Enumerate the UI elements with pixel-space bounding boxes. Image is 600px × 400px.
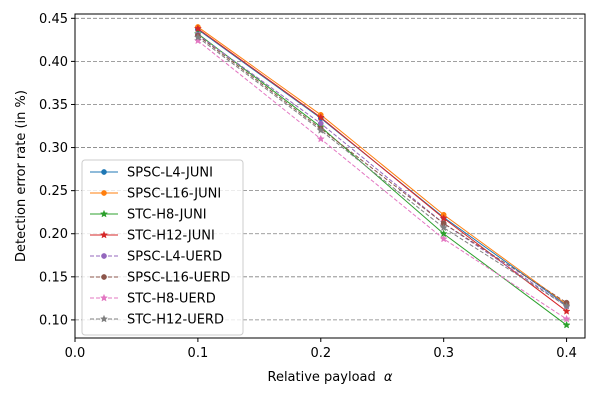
data-point-4-1 xyxy=(317,120,324,127)
legend: SPSC-L4-JUNI SPSC-L16-JUNI STC-H8-JUNI STC-… xyxy=(81,159,244,336)
legend-swatch-marker xyxy=(99,293,109,302)
series-stc-h8-juni xyxy=(193,29,571,329)
data-point-7-0 xyxy=(193,33,202,41)
data-point-7-3 xyxy=(562,301,571,310)
data-point-2-3 xyxy=(562,320,571,329)
data-point-6-3 xyxy=(562,314,571,323)
plot-frame xyxy=(74,13,586,339)
y-tick-label-5: 0.35 xyxy=(39,98,68,113)
x-axis-label-text: Relative payload xyxy=(268,370,376,385)
y-axis-ticks: 0.10 0.15 0.20 0.25 0.30 0.35 0.40 0.45 xyxy=(39,12,75,328)
legend-item: SPSC-L4-JUNI xyxy=(90,166,213,181)
y-tick-label-6: 0.40 xyxy=(39,55,68,70)
x-axis-ticks: 0.0 0.1 0.2 0.3 0.4 xyxy=(65,338,577,361)
series-line-1 xyxy=(197,26,567,305)
legend-item: STC-H8-UERD xyxy=(90,292,216,307)
legend-swatch-marker xyxy=(101,274,107,280)
y-tick-label-1: 0.15 xyxy=(39,270,68,285)
legend-box xyxy=(81,159,244,336)
y-axis-label: Detection error rate (in %) xyxy=(14,90,29,262)
legend-item: STC-H12-UERD xyxy=(90,313,224,328)
legend-label: STC-H12-UERD xyxy=(127,313,224,328)
series-stc-h8-uerd xyxy=(193,36,571,323)
data-point-7-1 xyxy=(316,126,325,134)
series-line-6 xyxy=(197,40,567,320)
x-axis-label: Relative payload α xyxy=(268,370,393,385)
legend-item: SPSC-L4-UERD xyxy=(90,250,222,265)
legend-swatch-marker xyxy=(99,230,109,239)
legend-label: SPSC-L16-JUNI xyxy=(127,187,221,202)
x-tick-label-2: 0.2 xyxy=(310,346,331,361)
data-point-3-0 xyxy=(193,24,202,33)
x-tick-label-1: 0.1 xyxy=(188,346,209,361)
legend-swatch-marker xyxy=(99,209,109,218)
y-tick-label-3: 0.25 xyxy=(39,184,68,199)
legend-swatch-marker xyxy=(101,169,107,175)
y-tick-label-4: 0.30 xyxy=(39,141,68,156)
series-layer xyxy=(193,24,571,329)
y-tick-label-2: 0.20 xyxy=(39,227,68,242)
legend-label: STC-H8-JUNI xyxy=(127,208,207,223)
series-line-2 xyxy=(197,33,567,326)
legend-swatch-marker xyxy=(101,190,107,196)
x-tick-label-0: 0.0 xyxy=(65,346,86,361)
legend-label: STC-H12-JUNI xyxy=(127,229,215,244)
data-point-6-2 xyxy=(439,234,448,243)
x-axis-label-symbol: α xyxy=(384,370,393,385)
legend-label: SPSC-L16-UERD xyxy=(127,271,230,286)
data-point-7-2 xyxy=(439,223,448,232)
y-tick-label-7: 0.45 xyxy=(39,12,68,27)
data-point-3-1 xyxy=(316,113,325,121)
legend-item: STC-H12-JUNI xyxy=(90,229,215,244)
legend-swatch-marker xyxy=(101,253,107,259)
data-point-3-2 xyxy=(439,213,448,222)
series-stc-h12-uerd xyxy=(193,33,571,310)
series-spsc-l16-juni xyxy=(195,24,570,308)
legend-swatch-marker xyxy=(99,314,109,323)
y-tick-label-0: 0.10 xyxy=(39,313,68,328)
data-point-6-1 xyxy=(316,134,325,143)
series-line-5 xyxy=(197,35,567,304)
legend-item: STC-H8-JUNI xyxy=(90,208,207,223)
legend-label: STC-H8-UERD xyxy=(127,292,216,307)
series-line-4 xyxy=(197,34,567,307)
legend-label: SPSC-L4-UERD xyxy=(127,250,222,265)
legend-item: SPSC-L16-UERD xyxy=(90,271,230,286)
legend-label: SPSC-L4-JUNI xyxy=(127,166,213,181)
legend-item: SPSC-L16-JUNI xyxy=(90,187,221,202)
x-tick-label-4: 0.4 xyxy=(556,346,577,361)
x-tick-label-3: 0.3 xyxy=(433,346,454,361)
data-point-3-3 xyxy=(562,307,571,315)
